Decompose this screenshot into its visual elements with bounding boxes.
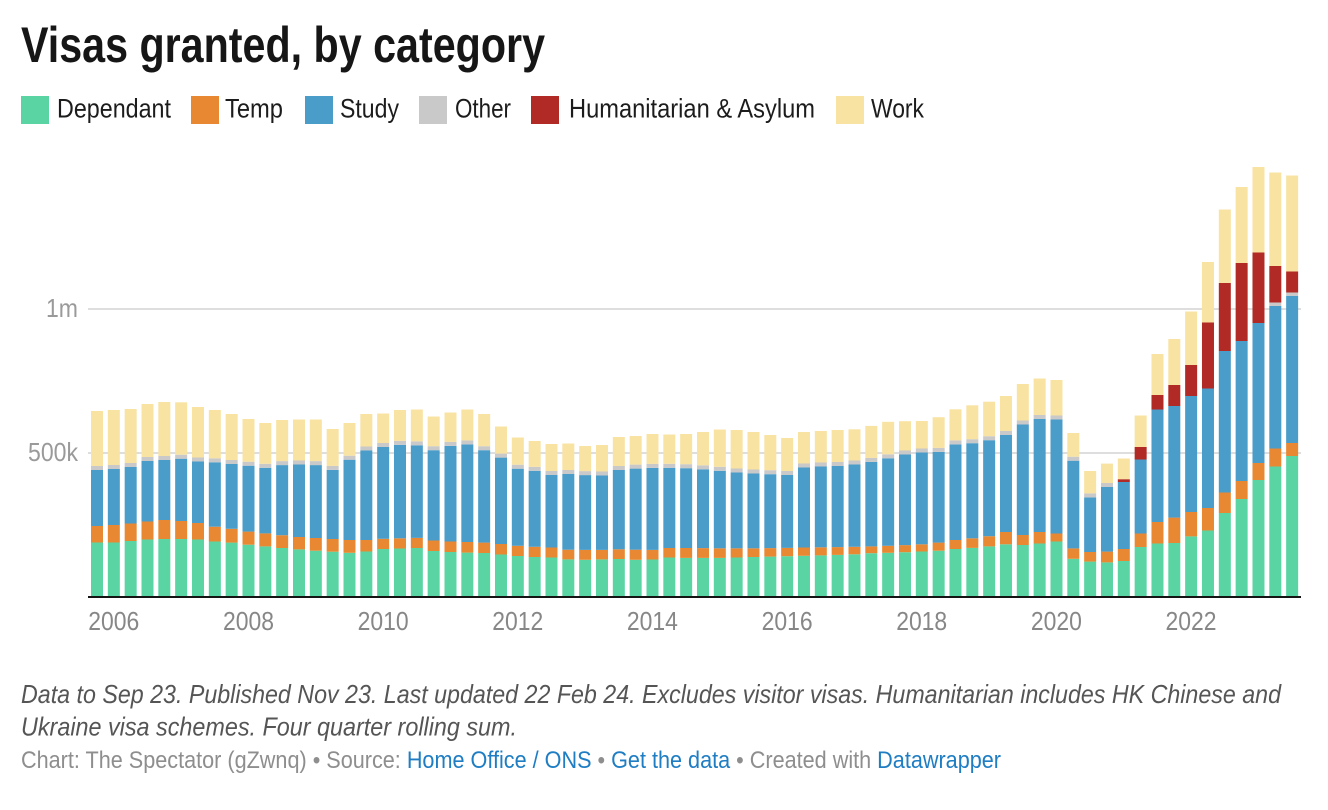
svg-text:500k: 500k <box>28 437 79 467</box>
svg-text:Ukraine visa schemes. Four qua: Ukraine visa schemes. Four quarter rolli… <box>21 712 517 742</box>
svg-text:Dependant: Dependant <box>57 94 171 124</box>
svg-text:2006: 2006 <box>88 606 139 636</box>
svg-text:Chart: The Spectator (gZwnq) •: Chart: The Spectator (gZwnq) • Source: H… <box>21 747 1001 774</box>
svg-text:Other: Other <box>455 94 511 124</box>
svg-text:2008: 2008 <box>223 606 274 636</box>
svg-text:Humanitarian & Asylum: Humanitarian & Asylum <box>569 94 815 124</box>
svg-text:Temp: Temp <box>225 94 283 124</box>
svg-text:2018: 2018 <box>896 606 947 636</box>
svg-text:2016: 2016 <box>762 606 813 636</box>
svg-text:2020: 2020 <box>1031 606 1082 636</box>
svg-text:2012: 2012 <box>492 606 543 636</box>
svg-text:Visas granted, by category: Visas granted, by category <box>21 17 545 73</box>
svg-text:2014: 2014 <box>627 606 678 636</box>
svg-text:2022: 2022 <box>1166 606 1217 636</box>
svg-text:Data to Sep 23. Published Nov: Data to Sep 23. Published Nov 23. Last u… <box>21 679 1282 709</box>
svg-text:Study: Study <box>340 94 399 124</box>
svg-text:2010: 2010 <box>358 606 409 636</box>
svg-text:1m: 1m <box>46 293 78 323</box>
svg-text:Work: Work <box>871 94 924 124</box>
